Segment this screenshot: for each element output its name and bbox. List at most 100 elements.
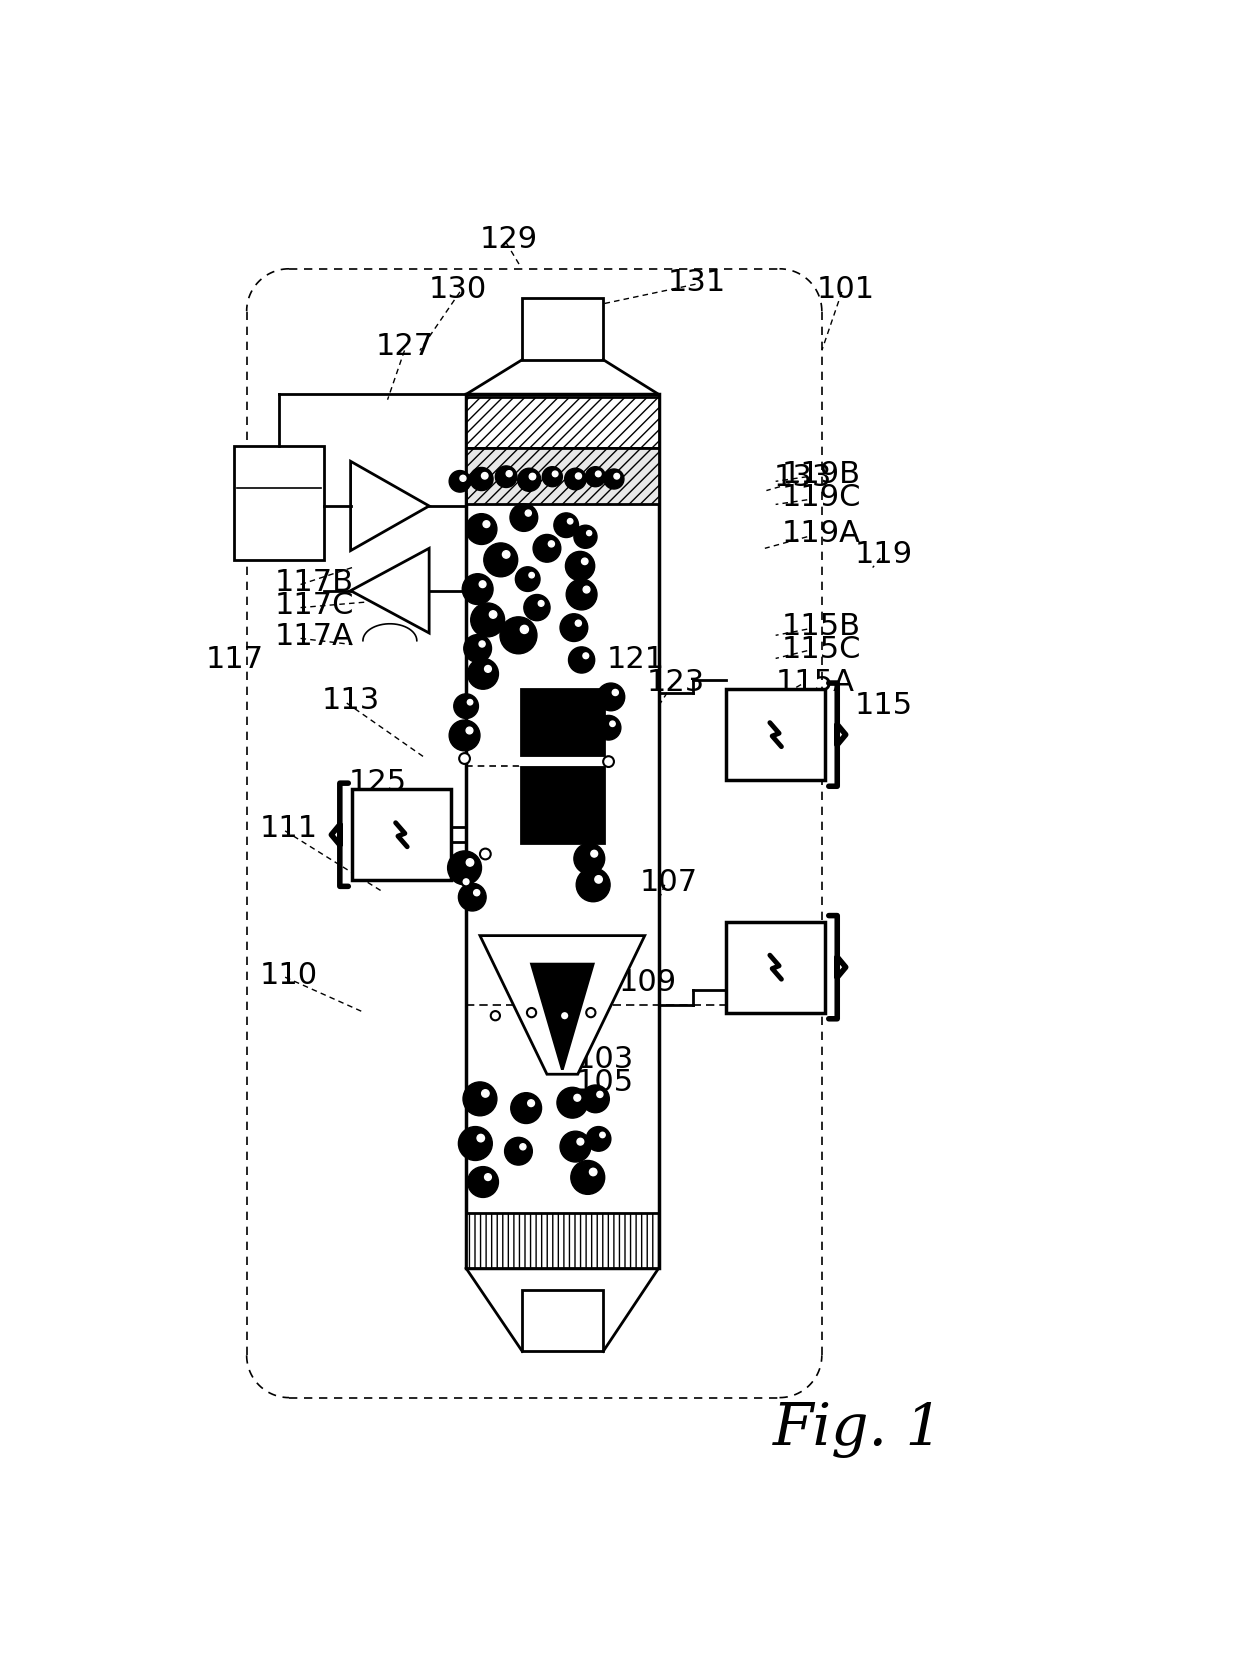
Circle shape <box>564 469 587 490</box>
Text: 119C: 119C <box>781 482 862 512</box>
Circle shape <box>517 469 541 492</box>
Circle shape <box>604 469 624 490</box>
Circle shape <box>502 552 510 558</box>
Circle shape <box>577 868 610 901</box>
Circle shape <box>587 1127 611 1152</box>
Bar <box>466 394 658 1269</box>
Bar <box>522 298 603 361</box>
Text: 115C: 115C <box>781 635 862 663</box>
Circle shape <box>500 618 537 655</box>
Circle shape <box>529 573 534 578</box>
Circle shape <box>484 543 517 577</box>
Bar <box>521 689 604 759</box>
Circle shape <box>459 883 486 911</box>
Circle shape <box>595 472 601 477</box>
Circle shape <box>490 611 497 618</box>
Text: 131: 131 <box>668 267 727 297</box>
Circle shape <box>538 601 544 606</box>
Text: 107: 107 <box>640 868 697 896</box>
Circle shape <box>449 721 480 751</box>
Circle shape <box>510 504 538 532</box>
Text: 105: 105 <box>575 1067 634 1097</box>
Circle shape <box>479 641 485 648</box>
Circle shape <box>533 535 560 563</box>
Circle shape <box>464 635 491 663</box>
Bar <box>233 447 325 560</box>
Circle shape <box>477 1135 485 1142</box>
Circle shape <box>491 1011 500 1021</box>
Circle shape <box>570 1162 605 1195</box>
Circle shape <box>557 1087 588 1118</box>
Circle shape <box>463 1082 497 1117</box>
Text: 113: 113 <box>321 686 379 716</box>
Circle shape <box>448 852 481 885</box>
Circle shape <box>603 757 614 767</box>
Circle shape <box>583 587 590 593</box>
Bar <box>521 764 604 843</box>
Text: Fig. 1: Fig. 1 <box>773 1400 944 1457</box>
Circle shape <box>542 467 563 487</box>
Bar <box>352 790 450 880</box>
Circle shape <box>459 1127 492 1162</box>
Circle shape <box>466 514 497 545</box>
Text: 111: 111 <box>259 814 317 843</box>
Circle shape <box>587 532 591 537</box>
Circle shape <box>466 727 472 734</box>
Circle shape <box>577 1138 584 1145</box>
Circle shape <box>523 595 551 621</box>
Circle shape <box>463 575 494 605</box>
Circle shape <box>596 684 625 711</box>
Polygon shape <box>532 964 593 1070</box>
Text: 117C: 117C <box>275 590 355 620</box>
Text: 117: 117 <box>206 645 264 673</box>
Bar <box>522 1291 603 1352</box>
Circle shape <box>575 621 582 626</box>
Text: 123: 123 <box>647 668 706 696</box>
Text: 109: 109 <box>619 968 677 998</box>
Circle shape <box>548 542 554 547</box>
Bar <box>727 923 825 1012</box>
Circle shape <box>470 469 494 490</box>
Polygon shape <box>351 548 429 633</box>
Circle shape <box>529 474 536 481</box>
Text: 133: 133 <box>774 462 832 492</box>
Text: 117A: 117A <box>275 621 355 651</box>
Text: 115B: 115B <box>781 611 861 640</box>
Circle shape <box>521 626 528 635</box>
Circle shape <box>461 878 471 886</box>
Circle shape <box>506 471 512 477</box>
Circle shape <box>471 603 505 638</box>
Circle shape <box>574 843 605 875</box>
Text: 101: 101 <box>816 275 874 305</box>
Circle shape <box>582 1085 609 1114</box>
Circle shape <box>610 722 615 727</box>
Circle shape <box>595 877 603 883</box>
Bar <box>466 449 658 505</box>
Text: 115: 115 <box>854 691 913 719</box>
Circle shape <box>614 474 620 481</box>
Circle shape <box>466 860 474 867</box>
Text: 115A: 115A <box>776 668 854 696</box>
Circle shape <box>613 689 619 696</box>
Circle shape <box>516 567 541 592</box>
Circle shape <box>589 1168 596 1176</box>
Text: 130: 130 <box>429 275 487 305</box>
Bar <box>466 1213 658 1269</box>
Text: 119B: 119B <box>781 461 861 489</box>
Circle shape <box>481 1090 489 1097</box>
Circle shape <box>528 1100 534 1107</box>
Circle shape <box>474 890 480 896</box>
Circle shape <box>485 1175 491 1181</box>
Circle shape <box>560 1011 569 1021</box>
Circle shape <box>596 1092 603 1099</box>
Polygon shape <box>480 936 645 1075</box>
Bar <box>727 689 825 780</box>
Text: 125: 125 <box>350 767 407 797</box>
Circle shape <box>454 694 479 719</box>
Circle shape <box>495 467 517 489</box>
Polygon shape <box>351 462 429 552</box>
Circle shape <box>526 510 531 517</box>
Circle shape <box>527 1009 536 1017</box>
Circle shape <box>481 474 489 481</box>
Circle shape <box>467 1167 498 1198</box>
